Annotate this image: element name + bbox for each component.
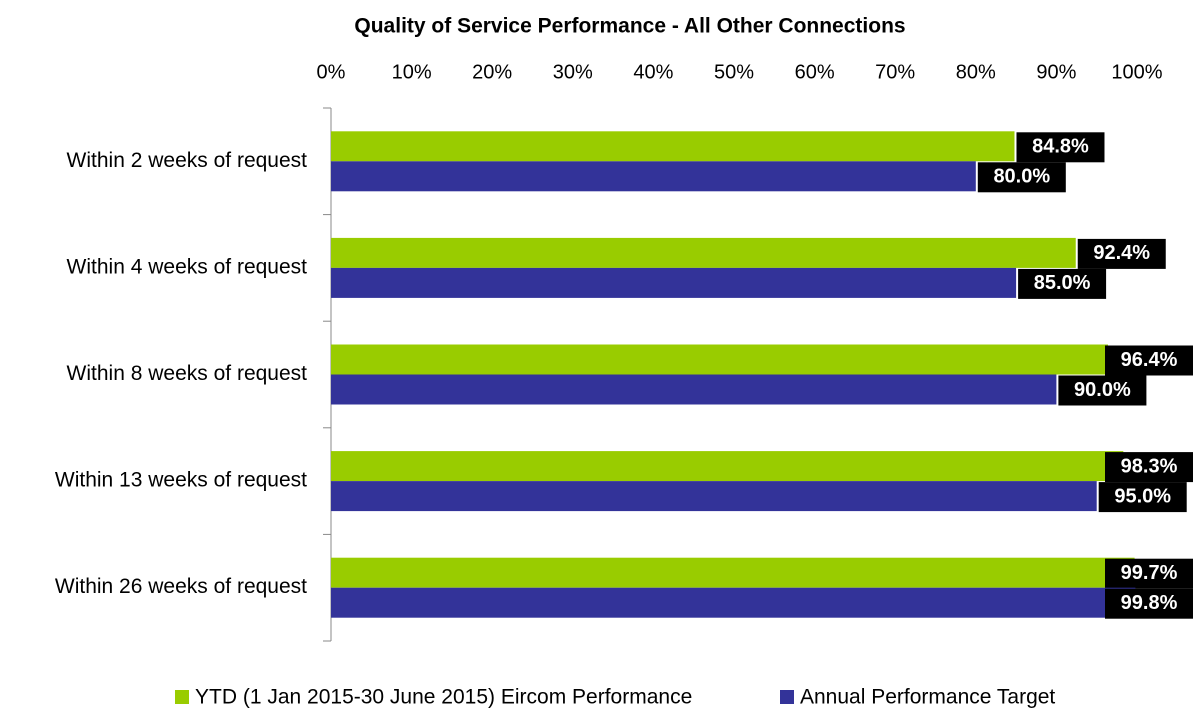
data-label-box bbox=[1016, 132, 1105, 163]
x-tick-label: 90% bbox=[1036, 61, 1076, 83]
legend-swatch bbox=[175, 690, 189, 704]
bar bbox=[331, 237, 1076, 268]
x-tick-label: 40% bbox=[633, 61, 673, 83]
data-label-box bbox=[1105, 345, 1193, 376]
legend-label: YTD (1 Jan 2015-30 June 2015) Eircom Per… bbox=[195, 686, 692, 709]
x-tick-label: 100% bbox=[1111, 61, 1162, 83]
bar bbox=[331, 344, 1108, 375]
data-label: 92.4% bbox=[1093, 242, 1150, 264]
y-tick-label: Within 8 weeks of request bbox=[67, 362, 308, 385]
bar bbox=[331, 267, 1017, 298]
bar bbox=[331, 451, 1124, 482]
data-label-box bbox=[1098, 482, 1187, 513]
bar bbox=[331, 481, 1097, 512]
legend-label: Annual Performance Target bbox=[800, 686, 1055, 709]
data-label-box bbox=[1105, 558, 1193, 589]
x-tick-label: 70% bbox=[875, 61, 915, 83]
data-label-box bbox=[1077, 238, 1166, 269]
bar bbox=[331, 161, 976, 192]
data-label: 96.4% bbox=[1121, 349, 1178, 371]
data-label: 98.3% bbox=[1121, 455, 1178, 477]
y-tick-label: Within 13 weeks of request bbox=[55, 469, 307, 492]
y-tick-label: Within 4 weeks of request bbox=[67, 255, 308, 278]
x-tick-label: 30% bbox=[553, 61, 593, 83]
data-label: 84.8% bbox=[1032, 136, 1089, 158]
data-label-box bbox=[977, 162, 1066, 193]
data-label-box bbox=[1105, 588, 1193, 619]
data-label: 90.0% bbox=[1074, 379, 1131, 401]
data-label-box bbox=[1058, 375, 1147, 406]
data-label: 80.0% bbox=[993, 166, 1050, 188]
x-tick-label: 80% bbox=[956, 61, 996, 83]
data-label: 85.0% bbox=[1034, 272, 1091, 294]
x-tick-label: 0% bbox=[317, 61, 346, 83]
bar bbox=[331, 374, 1057, 405]
y-tick-label: Within 2 weeks of request bbox=[67, 149, 308, 172]
chart-title: Quality of Service Performance - All Oth… bbox=[354, 15, 905, 38]
data-label-box bbox=[1105, 452, 1193, 483]
bar bbox=[331, 587, 1136, 618]
data-label-box bbox=[1018, 268, 1107, 299]
x-tick-label: 10% bbox=[392, 61, 432, 83]
data-label: 99.7% bbox=[1121, 562, 1178, 584]
data-label: 99.8% bbox=[1121, 592, 1178, 614]
x-tick-label: 20% bbox=[472, 61, 512, 83]
bar bbox=[331, 131, 1015, 162]
x-tick-label: 50% bbox=[714, 61, 754, 83]
x-tick-label: 60% bbox=[795, 61, 835, 83]
bar bbox=[331, 557, 1135, 588]
y-tick-label: Within 26 weeks of request bbox=[55, 575, 307, 598]
data-label: 95.0% bbox=[1114, 485, 1171, 507]
legend-swatch bbox=[780, 690, 794, 704]
